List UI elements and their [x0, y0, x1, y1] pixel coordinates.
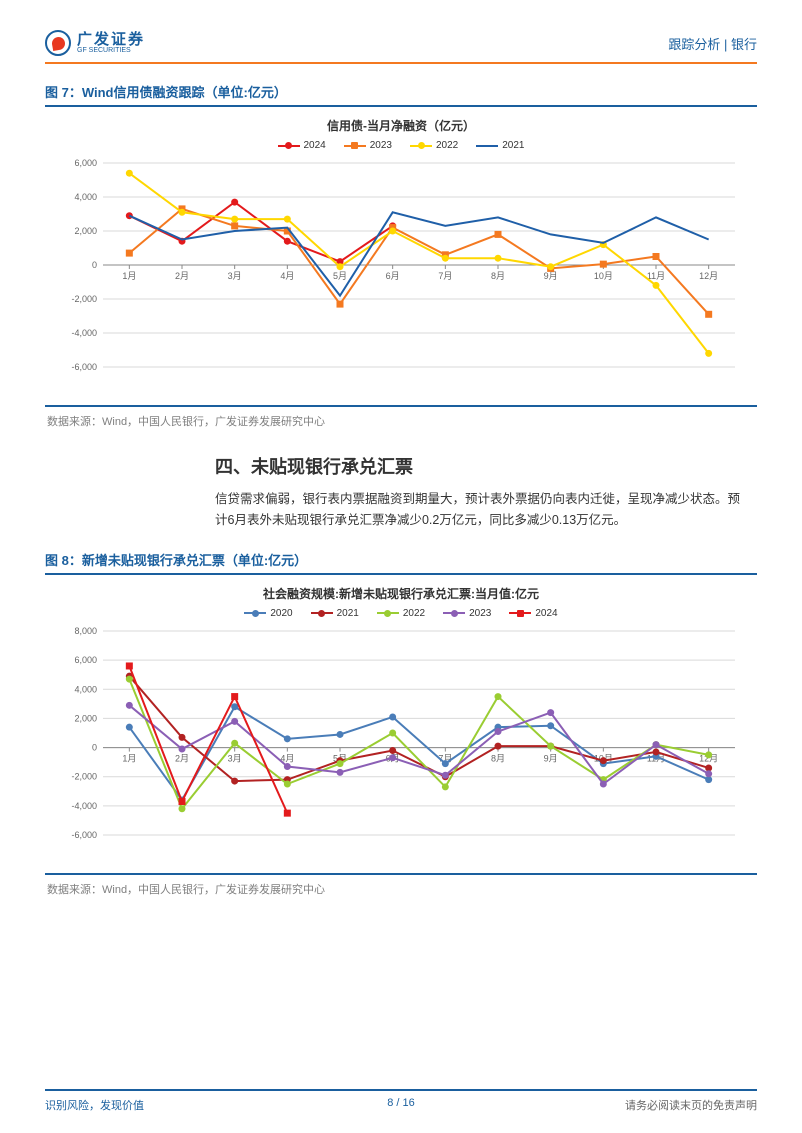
chart-7-subtitle: 信用债-当月净融资（亿元） — [55, 117, 747, 134]
page-header: 广发证券 GF SECURITIES 跟踪分析 | 银行 — [45, 30, 757, 64]
svg-text:3月: 3月 — [228, 753, 242, 763]
svg-text:6,000: 6,000 — [74, 158, 97, 168]
legend-label: 2024 — [535, 608, 557, 619]
svg-text:-6,000: -6,000 — [71, 362, 97, 372]
chart-7-plot: -6,000 -4,000 -2,000 0 2,000 4,000 6,000 1月 2月 3月… — [55, 157, 747, 387]
svg-text:-2,000: -2,000 — [71, 771, 97, 781]
logo: 广发证券 GF SECURITIES — [45, 30, 145, 56]
chart-7-legend: 2024 2023 2022 2021 — [55, 140, 747, 151]
svg-text:-4,000: -4,000 — [71, 328, 97, 338]
chart-8-legend: 2020 2021 2022 2023 2024 — [55, 608, 747, 619]
svg-text:6月: 6月 — [386, 271, 400, 281]
legend-item: 2023 — [443, 608, 491, 619]
svg-text:1月: 1月 — [122, 271, 136, 281]
svg-text:0: 0 — [92, 260, 97, 270]
legend-label: 2021 — [337, 608, 359, 619]
chart-7-section: 图 7：Wind信用债融资跟踪（单位:亿元） 信用债-当月净融资（亿元） 202… — [45, 82, 757, 431]
chart-7-title: 图 7：Wind信用债融资跟踪（单位:亿元） — [45, 82, 757, 107]
legend-label: 2021 — [502, 140, 524, 151]
legend-label: 2023 — [370, 140, 392, 151]
svg-text:2月: 2月 — [175, 271, 189, 281]
footer-page-total: 16 — [403, 1097, 415, 1109]
chart-8-section: 图 8：新增未贴现银行承兑汇票（单位:亿元） 社会融资规模:新增未贴现银行承兑汇… — [45, 550, 757, 899]
svg-text:8月: 8月 — [491, 753, 505, 763]
legend-label: 2020 — [270, 608, 292, 619]
legend-label: 2022 — [403, 608, 425, 619]
svg-text:2月: 2月 — [175, 753, 189, 763]
logo-cn: 广发证券 — [77, 32, 145, 47]
legend-label: 2023 — [469, 608, 491, 619]
svg-text:4,000: 4,000 — [74, 192, 97, 202]
chart-8-subtitle: 社会融资规模:新增未贴现银行承兑汇票:当月值:亿元 — [55, 585, 747, 602]
svg-text:8,000: 8,000 — [74, 626, 97, 636]
section-4-body: 信贷需求偏弱，银行表内票据融资到期量大，预计表外票据仍向表内迁徙，呈现净减少状态… — [215, 489, 747, 532]
footer-page-number: 8 / 16 — [387, 1097, 415, 1109]
chart-8-source: 数据来源：Wind，中国人民银行，广发证券发展研究中心 — [45, 875, 757, 899]
footer-right: 请务必阅读末页的免责声明 — [625, 1097, 757, 1113]
footer-page-sep: / — [393, 1097, 402, 1109]
chart-7-source: 数据来源：Wind，中国人民银行，广发证券发展研究中心 — [45, 407, 757, 431]
svg-text:9月: 9月 — [544, 271, 558, 281]
footer-left: 识别风险，发现价值 — [45, 1097, 144, 1113]
chart-8-title: 图 8：新增未贴现银行承兑汇票（单位:亿元） — [45, 550, 757, 575]
page-footer: 识别风险，发现价值 8 / 16 请务必阅读末页的免责声明 — [45, 1089, 757, 1113]
svg-text:-4,000: -4,000 — [71, 800, 97, 810]
legend-item: 2022 — [377, 608, 425, 619]
legend-item: 2024 — [278, 140, 326, 151]
svg-text:2,000: 2,000 — [74, 713, 97, 723]
svg-text:10月: 10月 — [594, 271, 613, 281]
legend-item: 2021 — [311, 608, 359, 619]
header-category: 跟踪分析 | 银行 — [668, 34, 757, 53]
logo-en: GF SECURITIES — [77, 47, 145, 54]
legend-label: 2022 — [436, 140, 458, 151]
legend-item: 2022 — [410, 140, 458, 151]
legend-item: 2021 — [476, 140, 524, 151]
legend-item: 2024 — [509, 608, 557, 619]
chart-8-area: 社会融资规模:新增未贴现银行承兑汇票:当月值:亿元 20202021202220… — [45, 575, 757, 875]
chart-7-area: 信用债-当月净融资（亿元） 2024 2023 2022 2021 -6,000 -4,… — [45, 107, 757, 407]
svg-text:6,000: 6,000 — [74, 655, 97, 665]
svg-text:7月: 7月 — [438, 271, 452, 281]
svg-text:4,000: 4,000 — [74, 684, 97, 694]
legend-item: 2020 — [244, 608, 292, 619]
logo-icon — [45, 30, 71, 56]
svg-text:2,000: 2,000 — [74, 226, 97, 236]
svg-text:8月: 8月 — [491, 271, 505, 281]
section-4-heading: 四、未贴现银行承兑汇票 — [215, 453, 757, 479]
svg-text:4月: 4月 — [280, 271, 294, 281]
svg-text:5月: 5月 — [333, 271, 347, 281]
svg-text:12月: 12月 — [699, 271, 718, 281]
legend-item: 2023 — [344, 140, 392, 151]
svg-text:0: 0 — [92, 742, 97, 752]
svg-text:-2,000: -2,000 — [71, 294, 97, 304]
svg-text:9月: 9月 — [544, 753, 558, 763]
legend-label: 2024 — [304, 140, 326, 151]
svg-text:1月: 1月 — [122, 753, 136, 763]
svg-text:3月: 3月 — [228, 271, 242, 281]
chart-8-plot: -6,000 -4,000 -2,000 0 2,000 4,000 6,000 8,000 1… — [55, 625, 747, 855]
svg-text:-6,000: -6,000 — [71, 830, 97, 840]
